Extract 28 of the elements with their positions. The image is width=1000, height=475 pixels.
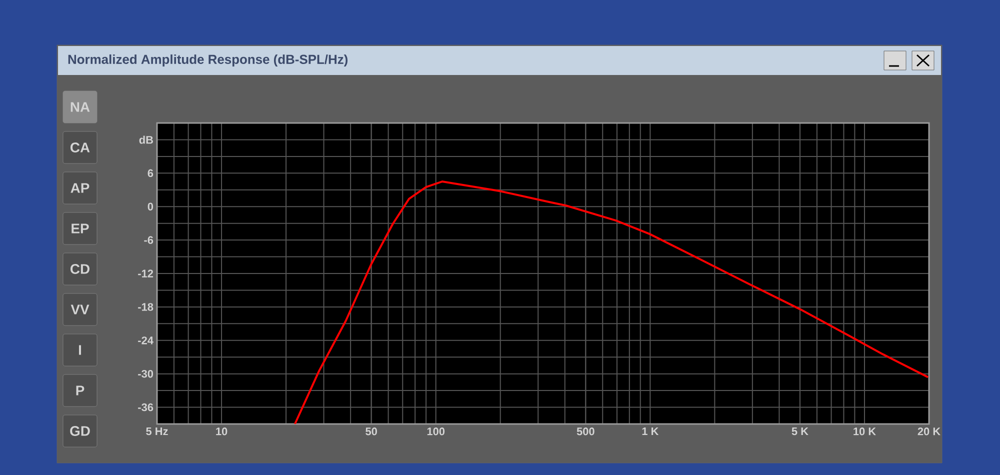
text: CD [70,264,90,274]
chart-title: Normalized Amplitude Response (dB-SPL/Hz) [68,54,348,67]
x-tick-label: 1 K [642,428,659,436]
text: CA [70,142,90,152]
y-tick-label: -30 [138,370,154,378]
y-tick-label: -6 [144,236,154,244]
x-tick-label: 10 [216,428,228,436]
text: EP [72,224,89,234]
x-tick-label: 100 [427,428,445,436]
text: I [79,345,81,355]
x-tick-label: 5 Hz [146,428,168,436]
x-tick-label: 5 K [792,428,808,436]
text: AP [70,183,90,193]
x-tick-label: 500 [576,428,594,436]
x-tick-label: 20 K [918,428,940,436]
y-tick-label: 0 [148,202,154,210]
x-tick-label: 50 [366,428,377,436]
text: GD [70,426,90,436]
x-tick-label: 10 K [854,428,876,436]
y-tick-label: -24 [138,336,154,344]
y-tick-label: 6 [148,169,154,178]
y-tick-label: dB [139,136,153,144]
text: P [76,386,84,396]
y-tick-label: -12 [138,270,154,278]
y-tick-label: -18 [138,303,154,311]
y-tick-label: -36 [138,403,154,412]
text: NA [70,102,90,112]
text: VV [70,304,90,314]
